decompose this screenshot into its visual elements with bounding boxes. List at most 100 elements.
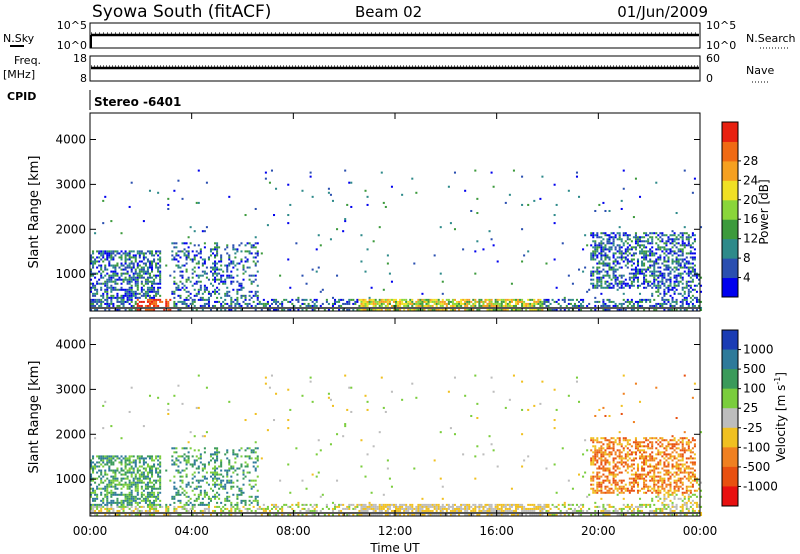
range-cell (539, 304, 542, 307)
range-cell (254, 292, 257, 295)
range-cell (582, 453, 585, 456)
range-cell (382, 503, 385, 506)
range-cell (153, 479, 156, 482)
range-cell (228, 461, 231, 464)
range-cell (641, 503, 644, 506)
range-cell (307, 509, 310, 512)
range-cell (252, 246, 255, 249)
range-cell (98, 461, 101, 464)
range-cell (482, 304, 485, 307)
range-cell (653, 509, 656, 512)
range-cell (148, 286, 151, 289)
range-cell (364, 505, 367, 508)
range-cell (228, 469, 231, 472)
range-cell (386, 298, 389, 301)
range-cell (632, 479, 635, 482)
range-cell (183, 248, 186, 251)
range-cell (521, 260, 524, 263)
range-cell (126, 495, 129, 498)
range-cell (185, 280, 188, 283)
range-cell (632, 272, 635, 275)
range-cell (287, 300, 290, 303)
range-cell (112, 288, 115, 291)
range-cell (305, 298, 308, 301)
range-cell (157, 475, 160, 478)
range-cell (112, 272, 115, 275)
range-cell (415, 304, 418, 307)
range-cell (604, 449, 607, 452)
range-cell (98, 256, 101, 259)
range-cell (130, 250, 133, 253)
range-cell (612, 459, 615, 462)
range-cell (104, 308, 107, 311)
range-cell (641, 268, 644, 271)
range-cell (541, 302, 544, 305)
range-cell (624, 264, 627, 267)
range-cell (653, 473, 656, 476)
range-cell (630, 513, 633, 516)
range-cell (102, 296, 105, 299)
range-cell (622, 485, 625, 488)
range-cell (645, 451, 648, 454)
range-cell (94, 298, 97, 301)
range-cell (151, 262, 154, 265)
range-cell (620, 238, 623, 241)
range-cell (128, 205, 131, 208)
range-cell (207, 503, 210, 506)
range-cell (112, 469, 115, 472)
range-cell (92, 284, 95, 287)
range-cell (309, 509, 312, 512)
range-cell (128, 487, 131, 490)
range-cell (643, 487, 646, 490)
range-cell (523, 507, 526, 510)
range-cell (608, 487, 611, 490)
range-cell (155, 282, 158, 285)
range-cell (159, 278, 162, 281)
range-cell (620, 276, 623, 279)
range-cell (94, 288, 97, 291)
range-cell (185, 501, 188, 504)
range-cell (132, 264, 135, 267)
range-cell (212, 457, 215, 460)
range-cell (173, 481, 176, 484)
range-cell (189, 296, 192, 299)
range-cell (419, 298, 422, 301)
range-cell (142, 457, 145, 460)
range-cell (140, 252, 143, 255)
range-cell (462, 298, 465, 301)
range-cell (514, 505, 517, 508)
range-cell (606, 439, 609, 442)
range-cell (643, 479, 646, 482)
range-cell (110, 457, 113, 460)
range-cell (92, 499, 95, 502)
range-cell (596, 236, 599, 239)
range-cell (226, 479, 229, 482)
range-cell (100, 252, 103, 255)
range-cell (197, 471, 200, 474)
range-cell (181, 469, 184, 472)
range-cell (439, 226, 442, 229)
range-cell (405, 302, 408, 305)
range-cell (441, 485, 444, 488)
range-cell (626, 503, 629, 506)
range-cell (199, 509, 202, 512)
range-cell (126, 499, 129, 502)
range-cell (207, 258, 210, 261)
range-cell (636, 469, 639, 472)
range-cell (620, 445, 623, 448)
range-cell (600, 292, 603, 295)
range-cell (620, 282, 623, 285)
range-cell (136, 292, 139, 295)
range-cell (636, 467, 639, 470)
range-cell (191, 507, 194, 510)
range-cell (102, 250, 105, 253)
range-cell (464, 302, 467, 305)
range-cell (441, 507, 444, 510)
range-cell (419, 509, 422, 512)
range-cell (183, 264, 186, 267)
range-cell (209, 499, 212, 502)
range-cell (185, 302, 188, 305)
range-cell (226, 481, 229, 484)
range-cell (616, 513, 619, 516)
range-cell (600, 256, 603, 259)
